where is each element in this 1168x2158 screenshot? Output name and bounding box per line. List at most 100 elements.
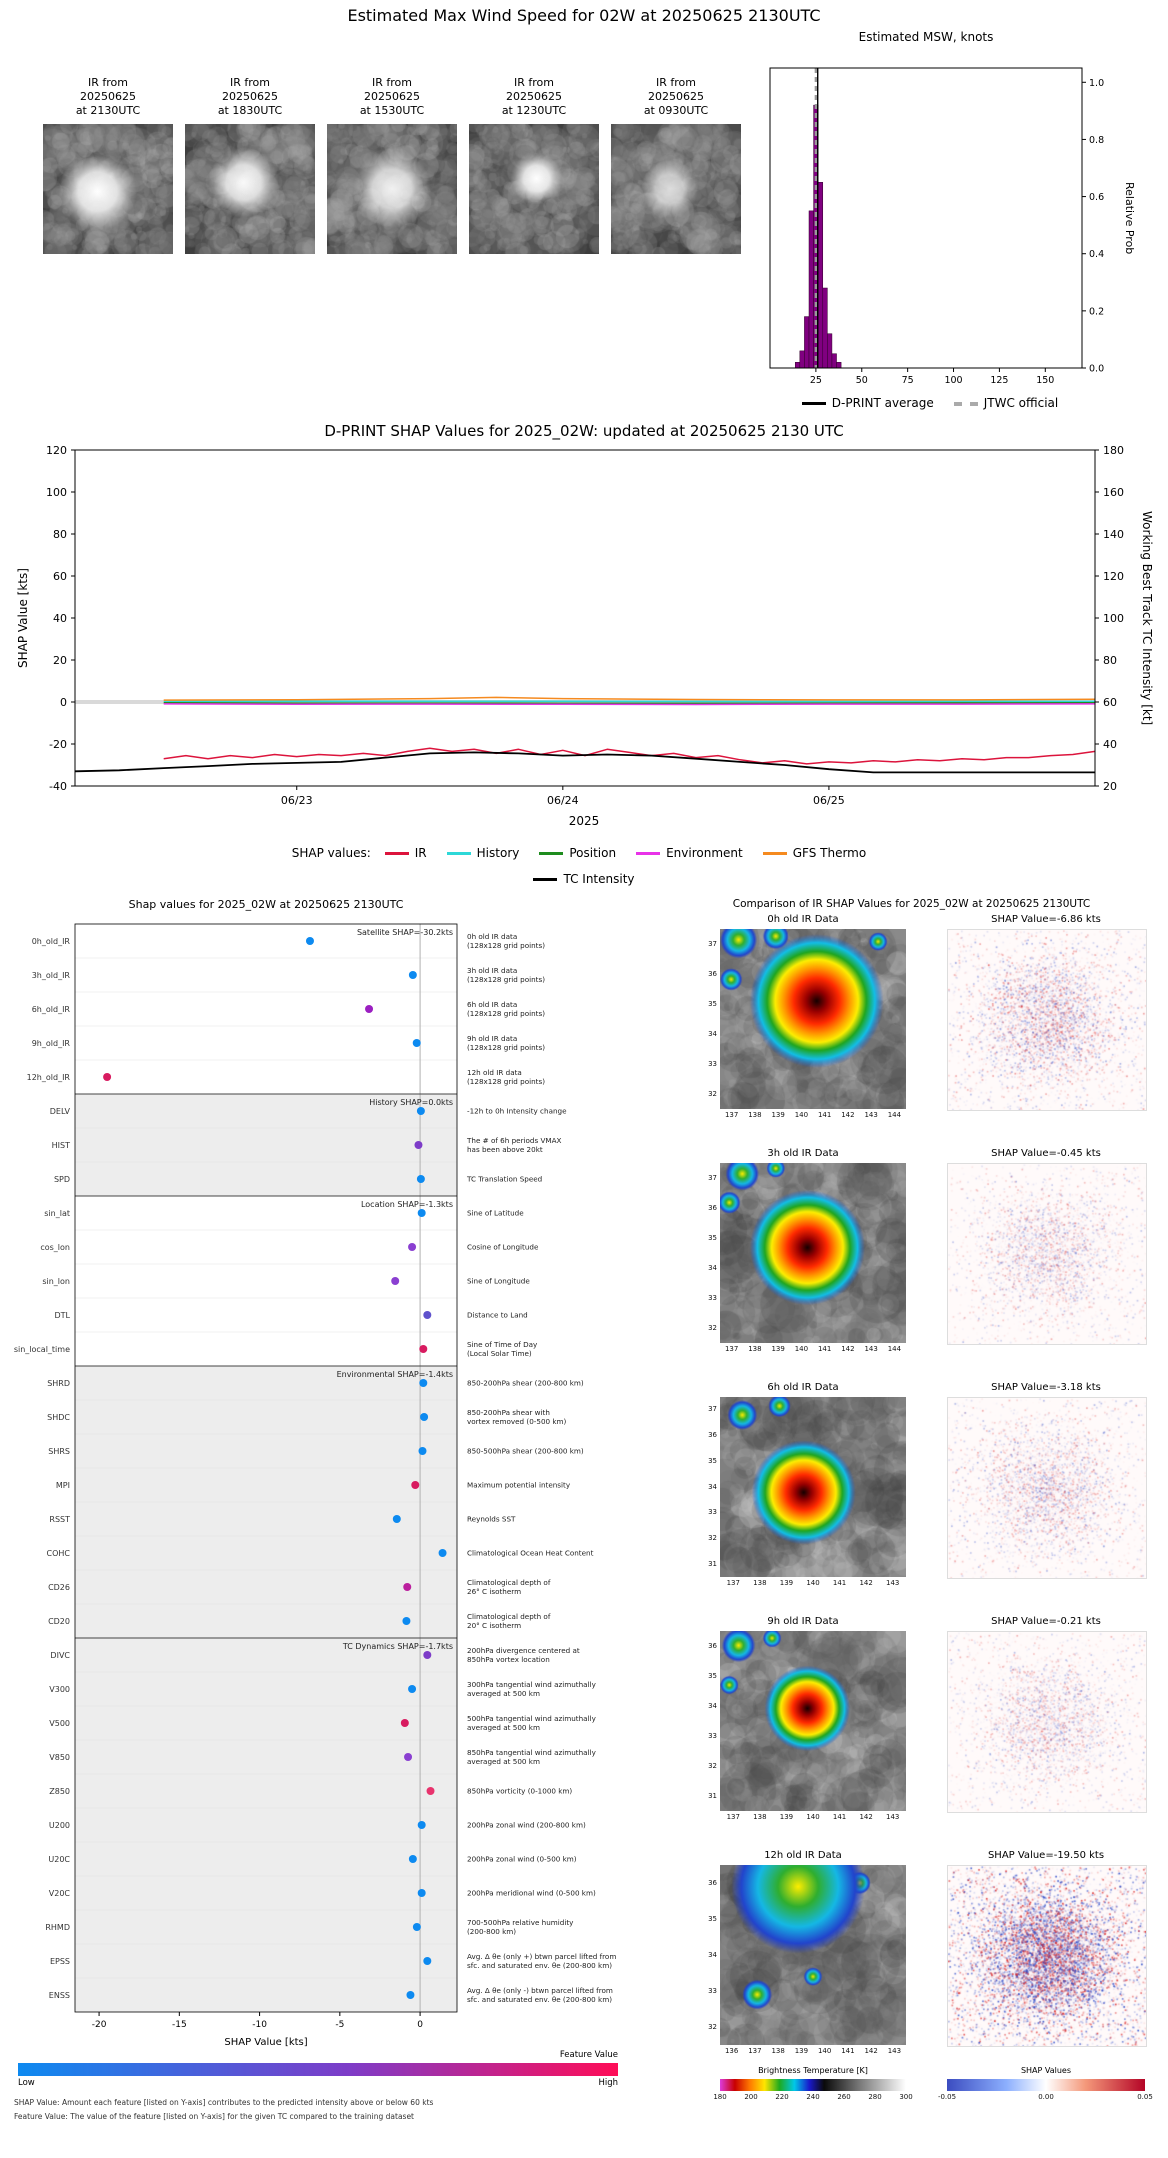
ir-thumbnail-image bbox=[43, 124, 173, 254]
lon-tick: 139 bbox=[771, 1345, 785, 1353]
legend-item: JTWC official bbox=[953, 396, 1058, 410]
shap-map-title: SHAP Value=-6.86 kts bbox=[991, 914, 1101, 925]
svg-text:26° C isotherm: 26° C isotherm bbox=[467, 1587, 521, 1596]
svg-text:sfc. and saturated env. θe (20: sfc. and saturated env. θe (200-800 km) bbox=[467, 1995, 612, 2004]
lon-tick: 141 bbox=[817, 1345, 832, 1353]
colorbar-tick: -0.05 bbox=[937, 2093, 957, 2101]
lat-tick: 36 bbox=[708, 969, 717, 978]
svg-text:850-200hPa shear with: 850-200hPa shear with bbox=[467, 1408, 550, 1417]
shap-map-title: SHAP Value=-0.45 kts bbox=[991, 1148, 1101, 1159]
feature-dot bbox=[404, 1753, 413, 1761]
lon-tick: 139 bbox=[794, 2047, 809, 2055]
svg-text:06/24: 06/24 bbox=[547, 794, 579, 807]
timeseries-title: D-PRINT SHAP Values for 2025_02W: update… bbox=[324, 422, 844, 440]
svg-text:06/25: 06/25 bbox=[813, 794, 845, 807]
svg-text:-40: -40 bbox=[49, 780, 67, 793]
feature-dot bbox=[103, 1073, 112, 1081]
svg-text:12h old IR data: 12h old IR data bbox=[467, 1068, 522, 1077]
dashed-line-swatch bbox=[953, 401, 978, 406]
histogram-bar bbox=[836, 362, 842, 369]
svg-text:Location SHAP=-1.3kts: Location SHAP=-1.3kts bbox=[361, 1200, 453, 1209]
shap-timeseries: -40 -20 0 20 40 60 80 100 120 20 40 60 80 100 120 140 16… bbox=[46, 444, 1124, 807]
lon-tick: 137 bbox=[724, 1345, 739, 1353]
shap-value-map bbox=[947, 929, 1147, 1111]
svg-text:sin_lat: sin_lat bbox=[44, 1209, 70, 1218]
svg-text:100: 100 bbox=[1103, 612, 1124, 625]
svg-text:Cosine of Longitude: Cosine of Longitude bbox=[467, 1243, 539, 1252]
lat-tick: 31 bbox=[708, 1791, 717, 1800]
ir-map-title: 12h old IR Data bbox=[764, 1850, 842, 1861]
lon-tick: 141 bbox=[832, 1579, 847, 1587]
series-tc-intensity bbox=[74, 751, 1095, 774]
svg-text:Z850: Z850 bbox=[49, 1787, 70, 1796]
ir-thumbnail: IR from 20250625 at 1530UTC bbox=[326, 76, 458, 254]
histogram-bar bbox=[804, 316, 810, 369]
timeseries-legend-row1: SHAP values: IR History Position Environment… bbox=[0, 842, 1168, 861]
svg-text:HIST: HIST bbox=[52, 1141, 70, 1150]
lon-tick: 143 bbox=[864, 1111, 878, 1119]
lon-tick: 138 bbox=[748, 1345, 762, 1353]
svg-text:300hPa tangential wind azimuth: 300hPa tangential wind azimuthally bbox=[467, 1680, 597, 1689]
lon-tick: 140 bbox=[806, 1813, 820, 1821]
comparison-rows: 0h old IR Data SHAP Value=-6.86 kts 32 33 34… bbox=[655, 914, 1168, 2158]
lat-tick: 37 bbox=[708, 1405, 717, 1414]
ir-thumbnail-image bbox=[469, 124, 599, 254]
feature-dot bbox=[391, 1277, 400, 1285]
svg-text:Satellite SHAP=-30.2kts: Satellite SHAP=-30.2kts bbox=[357, 928, 453, 937]
svg-text:RHMD: RHMD bbox=[45, 1923, 70, 1932]
bt-colorbar-ticks: 180 200 220 240 260 280 300 bbox=[713, 2093, 912, 2105]
timeseries-legend-row2: TC Intensity bbox=[0, 868, 1168, 887]
svg-text:60: 60 bbox=[53, 570, 67, 583]
lon-tick: 137 bbox=[726, 1813, 740, 1821]
legend-item: TC Intensity bbox=[533, 872, 635, 886]
svg-text:1.0: 1.0 bbox=[1089, 78, 1104, 89]
svg-text:Climatological depth of: Climatological depth of bbox=[467, 1612, 551, 1621]
svg-text:0h_old_IR: 0h_old_IR bbox=[32, 937, 71, 946]
svg-text:850hPa vortex location: 850hPa vortex location bbox=[467, 1655, 550, 1664]
lat-tick: 32 bbox=[708, 1761, 717, 1770]
svg-text:0: 0 bbox=[417, 2020, 423, 2030]
histogram-ylabel: Relative Prob bbox=[1123, 181, 1136, 255]
svg-text:averaged at 500 km: averaged at 500 km bbox=[467, 1757, 540, 1766]
line-swatch bbox=[533, 878, 558, 881]
ir-map-title: 0h old IR Data bbox=[767, 914, 839, 925]
svg-text:CD26: CD26 bbox=[48, 1583, 70, 1592]
lat-tick: 35 bbox=[708, 1914, 717, 1923]
svg-text:DIVC: DIVC bbox=[50, 1651, 70, 1660]
lat-tick: 35 bbox=[708, 1671, 717, 1680]
feature-value-high-label: High bbox=[598, 2078, 618, 2088]
feature-dot bbox=[417, 1209, 426, 1217]
feature-value-low-label: Low bbox=[18, 2078, 35, 2088]
legend-item: GFS Thermo bbox=[762, 846, 866, 860]
ir-map-title: 6h old IR Data bbox=[767, 1382, 839, 1393]
ir-thumbnail-image bbox=[185, 124, 315, 254]
svg-text:Distance to Land: Distance to Land bbox=[467, 1311, 528, 1320]
feature-dot bbox=[419, 1379, 428, 1387]
svg-text:0.2: 0.2 bbox=[1089, 306, 1104, 317]
svg-text:200hPa zonal wind (0-500 km): 200hPa zonal wind (0-500 km) bbox=[467, 1855, 577, 1864]
lat-tick: 32 bbox=[708, 1089, 717, 1098]
svg-text:-10: -10 bbox=[252, 2020, 267, 2030]
lon-tick: 142 bbox=[841, 1345, 855, 1353]
svg-text:U200: U200 bbox=[49, 1821, 70, 1830]
svg-text:06/23: 06/23 bbox=[281, 794, 313, 807]
lat-tick: 34 bbox=[708, 1950, 717, 1959]
bt-colorbar bbox=[720, 2079, 906, 2091]
lon-tick: 143 bbox=[864, 1345, 878, 1353]
lon-tick: 140 bbox=[794, 1345, 809, 1353]
feature-dot bbox=[408, 1855, 417, 1863]
histogram-bar bbox=[799, 350, 805, 369]
lat-tick: 35 bbox=[708, 1233, 717, 1242]
ir-data-map bbox=[720, 1865, 906, 2045]
colorbar-tick: 220 bbox=[775, 2093, 789, 2101]
svg-text:averaged at 500 km: averaged at 500 km bbox=[467, 1689, 540, 1698]
svg-text:120: 120 bbox=[1103, 570, 1124, 583]
lon-tick: 138 bbox=[748, 1111, 762, 1119]
lat-tick: 33 bbox=[708, 1059, 717, 1068]
svg-text:Sine of Time of Day: Sine of Time of Day bbox=[467, 1340, 538, 1349]
comparison-row: 9h old IR Data SHAP Value=-0.21 kts 31 32 33… bbox=[655, 1616, 1168, 1838]
svg-text:0: 0 bbox=[60, 696, 67, 709]
svg-text:SHAP Value [kts]: SHAP Value [kts] bbox=[224, 2037, 307, 2048]
lon-tick: 144 bbox=[887, 1345, 902, 1353]
feature-value-colorbar bbox=[18, 2063, 618, 2076]
